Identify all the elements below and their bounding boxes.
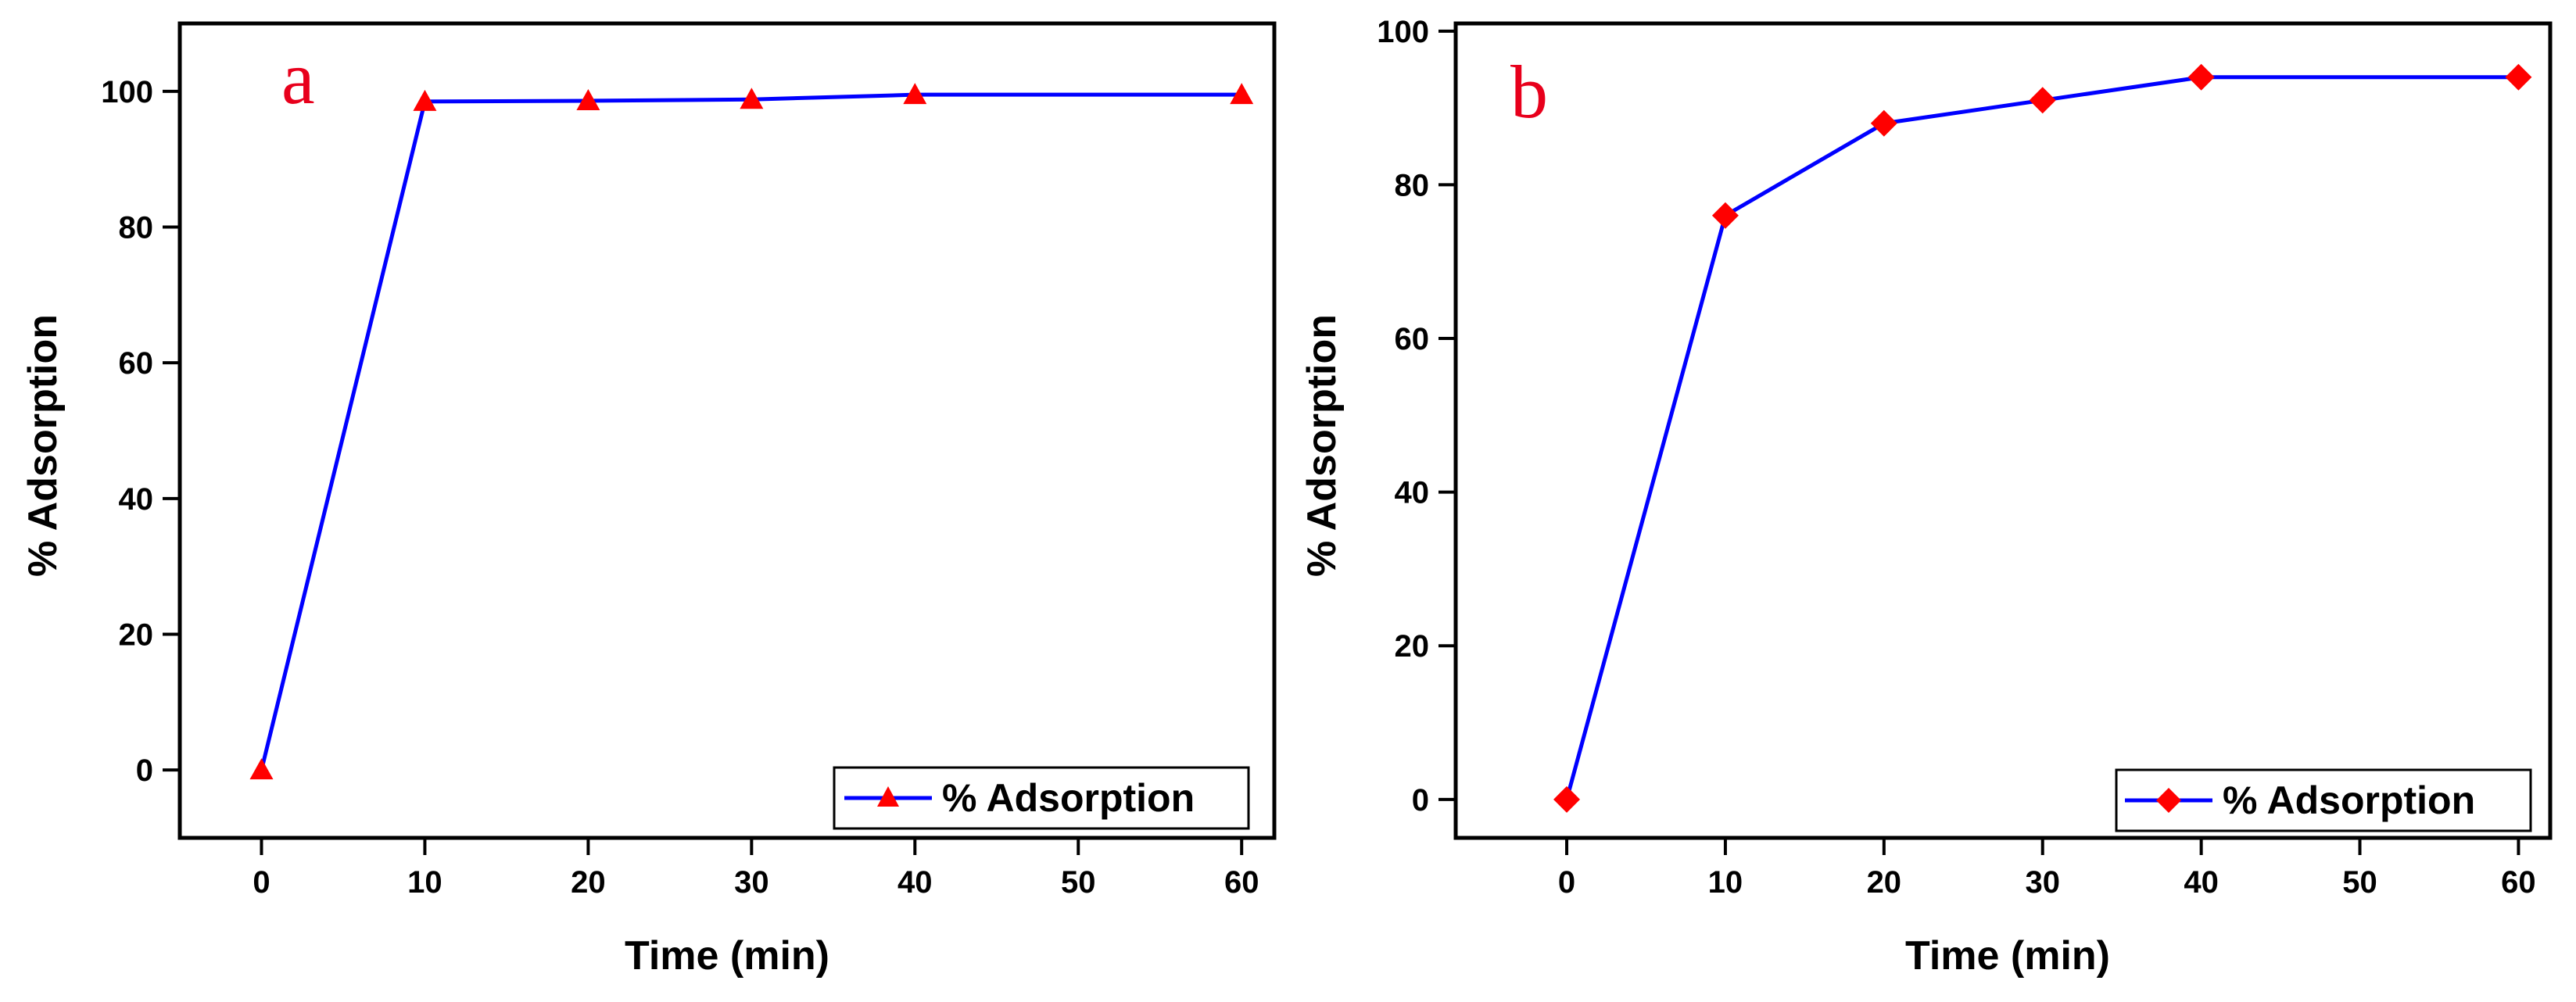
x-tick-label-b-1: 10 — [1708, 865, 1743, 900]
data-point-a-4 — [903, 83, 927, 105]
y-tick-label-b-4: 80 — [1395, 168, 1430, 202]
tick-group-b: 0 10 20 30 40 50 60 0 20 40 60 80 100 — [1377, 15, 2535, 900]
x-tick-label-a-2: 20 — [571, 865, 606, 900]
y-tick-label-a-5: 100 — [101, 75, 153, 109]
legend-marker-b — [2156, 788, 2181, 813]
x-tick-label-a-1: 10 — [407, 865, 442, 900]
legend-a: % Adsorption — [833, 766, 1250, 830]
legend-label-a: % Adsorption — [942, 776, 1195, 820]
x-tick-label-b-4: 40 — [2184, 865, 2219, 900]
y-tick-label-b-1: 20 — [1395, 629, 1430, 664]
y-tick-label-a-3: 60 — [119, 346, 154, 381]
y-tick-label-b-5: 100 — [1377, 15, 1429, 49]
data-point-b-0 — [1553, 785, 1581, 813]
y-tick-label-b-0: 0 — [1412, 783, 1429, 818]
data-point-a-5 — [1230, 83, 1254, 105]
x-tick-label-b-6: 60 — [2501, 865, 2536, 900]
x-tick-label-a-0: 0 — [253, 865, 270, 900]
data-point-b-1 — [1711, 202, 1739, 229]
panel-label-b: b — [1510, 50, 1548, 134]
x-tick-label-a-3: 30 — [734, 865, 769, 900]
data-point-b-3 — [2029, 87, 2056, 114]
data-point-b-4 — [2187, 63, 2215, 91]
y-tick-label-b-2: 40 — [1395, 476, 1430, 510]
y-axis-title-a: % Adsorption — [20, 314, 66, 577]
x-axis-title-b: Time (min) — [1905, 933, 2110, 979]
series-line-b-0 — [1564, 75, 2519, 800]
data-point-a-3 — [740, 88, 764, 109]
data-point-b-2 — [1870, 109, 1897, 137]
y-tick-label-b-3: 60 — [1395, 322, 1430, 356]
data-point-a-0 — [249, 758, 274, 780]
chart-panel-a: 0 10 20 30 40 50 60 0 20 40 60 80 100 a Time (min) %… — [20, 21, 1277, 979]
y-tick-label-a-4: 80 — [119, 211, 154, 245]
x-tick-label-b-3: 30 — [2025, 865, 2060, 900]
panel-label-a: a — [281, 36, 315, 120]
legend-marker-a — [877, 786, 899, 807]
plot-frame-b — [1453, 21, 2553, 840]
x-tick-label-b-0: 0 — [1558, 865, 1575, 900]
series-group-b — [1553, 63, 2532, 813]
x-tick-label-b-5: 50 — [2342, 865, 2377, 900]
x-tick-label-a-5: 50 — [1061, 865, 1096, 900]
y-axis-title-b: % Adsorption — [1299, 314, 1345, 577]
plot-frame-a — [177, 21, 1277, 840]
y-tick-label-a-1: 20 — [119, 618, 154, 653]
legend-b: % Adsorption — [2115, 768, 2532, 832]
data-point-a-2 — [576, 88, 600, 110]
x-axis-title-a: Time (min) — [625, 933, 829, 979]
y-tick-label-a-2: 40 — [119, 482, 154, 517]
series-group-a — [249, 83, 1254, 780]
tick-group-a: 0 10 20 30 40 50 60 0 20 40 60 80 100 — [101, 75, 1259, 900]
x-tick-label-a-4: 40 — [897, 865, 933, 900]
legend-label-b: % Adsorption — [2223, 778, 2475, 822]
x-tick-label-b-2: 20 — [1867, 865, 1902, 900]
x-tick-label-a-6: 60 — [1224, 865, 1259, 900]
chart-panel-b: 0 10 20 30 40 50 60 0 20 40 60 80 100 b Time (min) %… — [1299, 15, 2553, 979]
y-tick-label-a-0: 0 — [136, 753, 153, 788]
data-point-b-5 — [2505, 63, 2532, 91]
series-line-a-0 — [260, 92, 1242, 771]
data-point-a-1 — [413, 89, 437, 111]
